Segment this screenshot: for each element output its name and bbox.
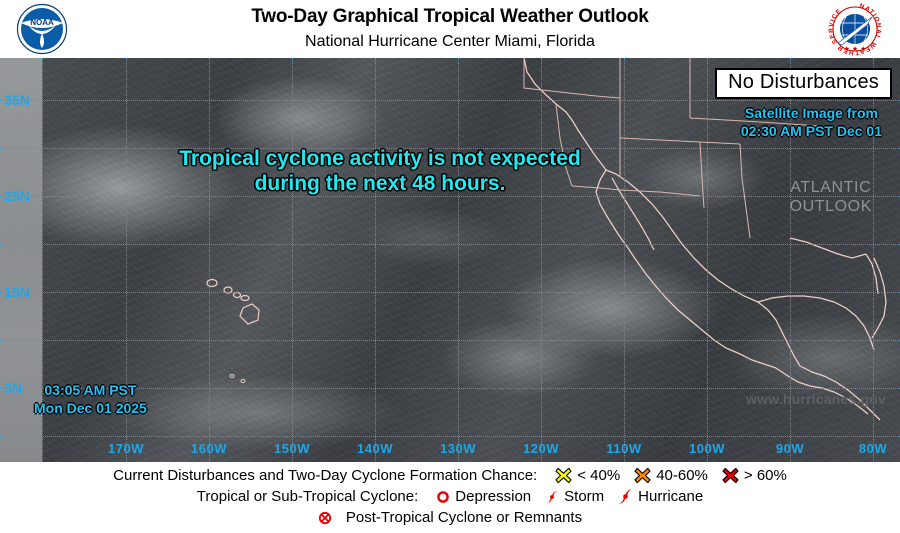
gridline-horizontal (0, 100, 900, 101)
satellite-info-line2: 02:30 AM PST Dec 01 (740, 123, 882, 139)
satellite-sector-edge (0, 58, 42, 462)
outlook-message-line1: Tropical cyclone activity is not expecte… (179, 147, 581, 170)
legend-post-tropical-label: Post-Tropical Cyclone or Remnants (345, 509, 583, 526)
gridline-horizontal (0, 388, 900, 389)
gridline-vertical (126, 58, 127, 462)
x-marker-icon (634, 467, 651, 484)
hurricane-spiral-icon (618, 488, 633, 505)
legend-row-cyclone-types: Tropical or Sub-Tropical Cyclone: Depres… (0, 486, 900, 507)
lon-label-140w: 140W (357, 441, 393, 456)
website-url: www.hurricanes.gov (745, 391, 886, 407)
lat-label-35n: 35N (4, 92, 30, 108)
gridline-horizontal (0, 292, 900, 293)
depression-circle-icon (436, 490, 450, 504)
gridline-horizontal (0, 436, 900, 437)
legend-low-chance-label: < 40% (577, 467, 621, 484)
gridline-horizontal (0, 196, 900, 197)
noaa-logo: NOAA (8, 3, 76, 55)
page-subtitle: National Hurricane Center Miami, Florida (305, 33, 595, 50)
gridline-vertical (375, 58, 376, 462)
legend-high-chance-label: > 60% (743, 467, 787, 484)
satellite-info-line1: Satellite Image from (744, 105, 878, 121)
svg-text:★ ★ ★: ★ ★ ★ (844, 45, 867, 53)
lon-label-150w: 150W (274, 441, 310, 456)
lat-label-5n: 5N (4, 380, 22, 396)
lat-label-25n: 25N (4, 188, 30, 204)
gridline-vertical (541, 58, 542, 462)
legend-item-high-chance: > 60% (722, 467, 787, 484)
legend-cyclone-type-label: Tropical or Sub-Tropical Cyclone: (196, 488, 419, 505)
svg-text:NOAA: NOAA (30, 18, 54, 27)
storm-spiral-icon (545, 489, 559, 505)
satellite-image-timestamp: Satellite Image from 02:30 AM PST Dec 01 (741, 104, 882, 140)
page-title: Two-Day Graphical Tropical Weather Outlo… (251, 6, 649, 27)
legend-formation-chance-label: Current Disturbances and Two-Day Cyclone… (113, 467, 538, 484)
legend-medium-chance-label: 40-60% (656, 467, 708, 484)
legend-item-hurricane: Hurricane (618, 488, 703, 505)
atlantic-outlook-link[interactable]: ATLANTIC OUTLOOK (790, 178, 872, 216)
atlantic-outlook-line1: ATLANTIC (790, 179, 872, 196)
gridline-vertical (458, 58, 459, 462)
gridline-vertical (42, 58, 43, 462)
issuance-time: 03:05 AM PST (44, 382, 137, 398)
outlook-message: Tropical cyclone activity is not expecte… (0, 146, 760, 196)
legend-row-post-tropical: Post-Tropical Cyclone or Remnants (0, 507, 900, 528)
legend-row-formation-chance: Current Disturbances and Two-Day Cyclone… (0, 465, 900, 486)
gridline-vertical (292, 58, 293, 462)
legend-item-storm: Storm (545, 488, 604, 505)
atlantic-outlook-line2: OUTLOOK (789, 198, 872, 215)
gridline-vertical (873, 58, 874, 462)
issuance-date: Mon Dec 01 2025 (34, 400, 147, 416)
nws-logo: NATIONAL WEATHER SERVICE ★ ★ ★ (820, 1, 890, 57)
page-header: NOAA Two-Day Graphical Tropical Weather … (0, 0, 900, 58)
legend-panel: Current Disturbances and Two-Day Cyclone… (0, 462, 900, 533)
gridline-vertical (707, 58, 708, 462)
x-marker-icon (722, 467, 739, 484)
gridline-vertical (790, 58, 791, 462)
gridline-horizontal (0, 340, 900, 341)
legend-storm-label: Storm (564, 488, 605, 505)
gridline-horizontal (0, 148, 900, 149)
legend-item-post-tropical: Post-Tropical Cyclone or Remnants (318, 509, 582, 526)
lat-label-15n: 15N (4, 284, 30, 300)
lon-label-100w: 100W (689, 441, 725, 456)
lon-label-170w: 170W (108, 441, 144, 456)
lon-label-80w: 80W (858, 441, 888, 456)
legend-item-depression: Depression (436, 488, 531, 505)
outlook-message-line2: during the next 48 hours. (254, 172, 506, 195)
lon-label-90w: 90W (775, 441, 805, 456)
legend-item-low-chance: < 40% (555, 467, 620, 484)
lon-label-110w: 110W (606, 441, 642, 456)
issuance-timestamp: 03:05 AM PST Mon Dec 01 2025 (34, 381, 147, 417)
lon-label-160w: 160W (191, 441, 227, 456)
lon-label-130w: 130W (440, 441, 476, 456)
gridline-vertical (209, 58, 210, 462)
no-disturbances-badge: No Disturbances (715, 68, 892, 99)
legend-depression-label: Depression (455, 488, 532, 505)
gridline-horizontal (0, 244, 900, 245)
lon-label-120w: 120W (523, 441, 559, 456)
post-tropical-icon (318, 511, 332, 525)
gridline-vertical (624, 58, 625, 462)
legend-hurricane-label: Hurricane (638, 488, 704, 505)
x-marker-icon (555, 467, 572, 484)
legend-item-medium-chance: 40-60% (634, 467, 708, 484)
satellite-map[interactable]: 35N 25N 15N 5N 170W 160W 150W 140W 130W … (0, 58, 900, 462)
